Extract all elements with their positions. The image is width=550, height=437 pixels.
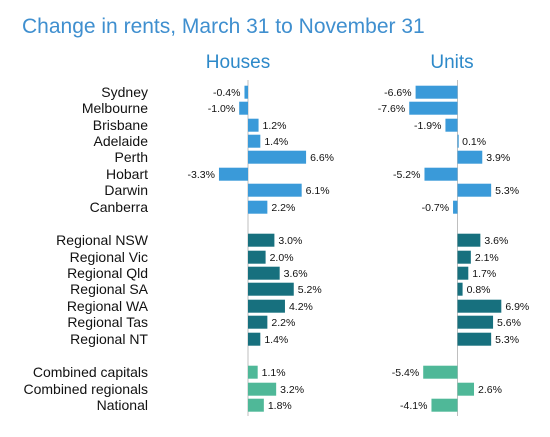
category-label-sydney: Sydney: [101, 84, 148, 100]
category-label-regional-nsw: Regional NSW: [56, 232, 149, 248]
value-label-houses-perth: 6.6%: [310, 152, 334, 164]
series-title-units: Units: [430, 52, 473, 73]
value-label-houses-brisbane: 1.2%: [263, 120, 287, 132]
bar-houses-adelaide: [248, 134, 261, 148]
bar-houses-darwin: [248, 183, 302, 197]
bar-houses-regional-sa: [248, 282, 294, 296]
value-label-houses-canberra: 2.2%: [271, 202, 295, 214]
category-label-combined-regionals: Combined regionals: [23, 381, 148, 397]
bar-units-brisbane: [445, 118, 458, 132]
bar-units-regional-nsw: [457, 233, 481, 247]
bar-houses-sydney: [244, 85, 248, 99]
bar-units-perth: [457, 150, 483, 164]
value-label-units-darwin: 5.3%: [495, 185, 519, 197]
value-label-units-canberra: -0.7%: [422, 202, 449, 214]
value-label-units-national: -4.1%: [400, 400, 427, 412]
value-label-units-hobart: -5.2%: [393, 169, 420, 181]
category-label-darwin: Darwin: [104, 182, 148, 198]
value-label-houses-darwin: 6.1%: [306, 185, 330, 197]
value-label-houses-hobart: -3.3%: [188, 169, 215, 181]
bar-houses-regional-nt: [248, 332, 261, 346]
bar-houses-regional-wa: [248, 299, 285, 313]
bar-houses-combined-regionals: [248, 382, 277, 396]
category-label-brisbane: Brisbane: [93, 117, 148, 133]
bar-units-darwin: [457, 183, 492, 197]
value-label-units-combined-capitals: -5.4%: [392, 367, 419, 379]
bar-houses-hobart: [218, 167, 248, 181]
value-label-houses-adelaide: 1.4%: [264, 136, 288, 148]
value-label-units-perth: 3.9%: [486, 152, 510, 164]
bar-houses-regional-tas: [248, 315, 268, 329]
bar-units-melbourne: [409, 101, 458, 115]
bar-houses-melbourne: [239, 101, 248, 115]
value-label-houses-regional-nt: 1.4%: [264, 334, 288, 346]
value-label-houses-regional-tas: 2.2%: [271, 317, 295, 329]
value-label-houses-melbourne: -1.0%: [208, 103, 235, 115]
value-label-houses-regional-wa: 4.2%: [289, 301, 313, 313]
bar-units-regional-vic: [457, 250, 471, 264]
value-label-units-regional-vic: 2.1%: [475, 252, 499, 264]
value-label-units-combined-regionals: 2.6%: [478, 384, 502, 396]
value-label-houses-national: 1.8%: [268, 400, 292, 412]
series-title-houses: Houses: [206, 52, 270, 73]
bar-units-hobart: [424, 167, 458, 181]
bar-units-sydney: [415, 85, 458, 99]
units-panel: Units -6.6% -7.6% -1.9% 0.1%3.9% -5.2% 5.3% -0.…: [378, 52, 529, 416]
bar-units-adelaide: [457, 134, 459, 148]
bar-houses-canberra: [248, 200, 268, 214]
chart-title: Change in rents, March 31 to November 31: [22, 15, 425, 38]
category-label-regional-nt: Regional NT: [70, 331, 148, 347]
bar-units-combined-capitals: [423, 365, 458, 379]
bar-houses-perth: [248, 150, 307, 164]
category-label-regional-sa: Regional SA: [70, 281, 148, 297]
value-label-units-regional-tas: 5.6%: [497, 317, 521, 329]
bar-houses-combined-capitals: [248, 365, 258, 379]
bar-units-regional-sa: [457, 282, 463, 296]
category-label-adelaide: Adelaide: [94, 133, 149, 149]
houses-panel: Houses -0.4% -1.0% 1.2% 1.4% 6.6% -3.3% 6.1% 2.2…: [188, 52, 334, 416]
value-label-houses-combined-capitals: 1.1%: [262, 367, 286, 379]
bar-houses-regional-qld: [248, 266, 280, 280]
category-label-hobart: Hobart: [106, 166, 148, 182]
value-label-units-regional-sa: 0.8%: [467, 284, 491, 296]
value-label-units-regional-wa: 6.9%: [505, 301, 529, 313]
category-labels: SydneyMelbourneBrisbaneAdelaidePerthHoba…: [23, 84, 148, 413]
value-label-units-regional-nt: 5.3%: [495, 334, 519, 346]
value-label-houses-combined-regionals: 3.2%: [280, 384, 304, 396]
value-label-houses-regional-nsw: 3.0%: [278, 235, 302, 247]
category-label-national: National: [97, 397, 148, 413]
category-label-melbourne: Melbourne: [82, 100, 148, 116]
bar-units-regional-nt: [457, 332, 492, 346]
bar-houses-regional-vic: [248, 250, 266, 264]
bar-units-canberra: [453, 200, 458, 214]
category-label-regional-tas: Regional Tas: [67, 314, 148, 330]
category-label-canberra: Canberra: [90, 199, 149, 215]
value-label-units-sydney: -6.6%: [384, 87, 411, 99]
value-label-units-melbourne: -7.6%: [378, 103, 405, 115]
bar-houses-regional-nsw: [248, 233, 275, 247]
category-label-regional-vic: Regional Vic: [70, 249, 148, 265]
bar-units-combined-regionals: [457, 382, 475, 396]
value-label-units-regional-qld: 1.7%: [472, 268, 496, 280]
value-label-houses-regional-vic: 2.0%: [270, 252, 294, 264]
bar-houses-national: [248, 398, 264, 412]
value-label-units-adelaide: 0.1%: [462, 136, 486, 148]
bar-units-regional-qld: [457, 266, 469, 280]
bar-units-regional-wa: [457, 299, 502, 313]
value-label-units-brisbane: -1.9%: [414, 120, 441, 132]
value-label-houses-regional-sa: 5.2%: [298, 284, 322, 296]
category-label-combined-capitals: Combined capitals: [33, 364, 148, 380]
category-label-perth: Perth: [115, 149, 148, 165]
value-label-houses-sydney: -0.4%: [213, 87, 240, 99]
category-label-regional-wa: Regional WA: [67, 298, 149, 314]
bar-units-national: [431, 398, 458, 412]
bar-houses-brisbane: [248, 118, 259, 132]
value-label-units-regional-nsw: 3.6%: [484, 235, 508, 247]
category-label-regional-qld: Regional Qld: [67, 265, 148, 281]
value-label-houses-regional-qld: 3.6%: [284, 268, 308, 280]
bar-units-regional-tas: [457, 315, 494, 329]
